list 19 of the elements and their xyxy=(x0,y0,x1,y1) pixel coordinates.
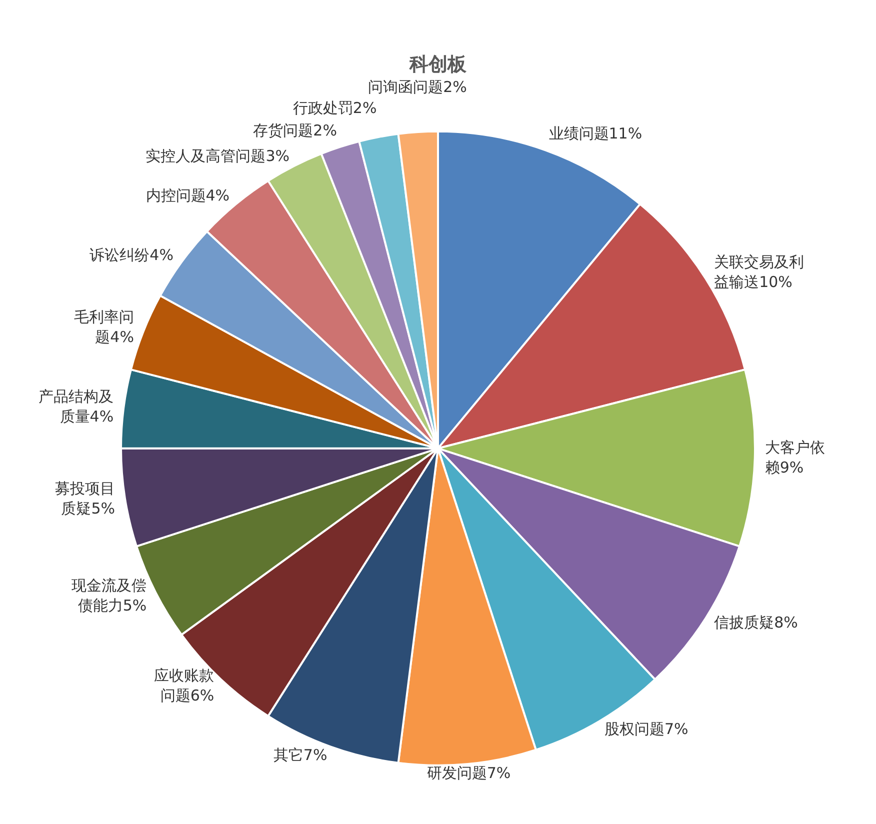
slice-label: 内控问题4% xyxy=(146,186,230,204)
slice-label: 研发问题7% xyxy=(426,764,511,782)
slice-label: 现金流及偿债能力5% xyxy=(72,576,147,615)
slice-label: 关联交易及利益输送10% xyxy=(714,253,804,292)
slice-label: 募投项目质疑5% xyxy=(55,479,116,518)
slice-label: 大客户依赖9% xyxy=(764,438,825,477)
slice-label: 实控人及高管问题3% xyxy=(146,146,290,165)
slice-label: 业绩问题11% xyxy=(548,124,642,143)
slice-label: 诉讼纠纷4% xyxy=(90,246,174,264)
slice-label: 股权问题7% xyxy=(604,720,688,738)
chart-title: 科创板 xyxy=(408,53,468,76)
slice-label: 应收账款问题6% xyxy=(154,666,214,705)
slice-label: 信披质疑8% xyxy=(714,614,798,632)
slice-label: 存货问题2% xyxy=(253,121,337,140)
slice-label: 其它7% xyxy=(273,746,328,764)
slice-label: 产品结构及质量4% xyxy=(38,387,114,426)
slice-label: 毛利率问题4% xyxy=(74,308,134,346)
slice-label: 问询函问题2% xyxy=(368,78,467,96)
slice-label: 行政处罚2% xyxy=(292,99,377,118)
